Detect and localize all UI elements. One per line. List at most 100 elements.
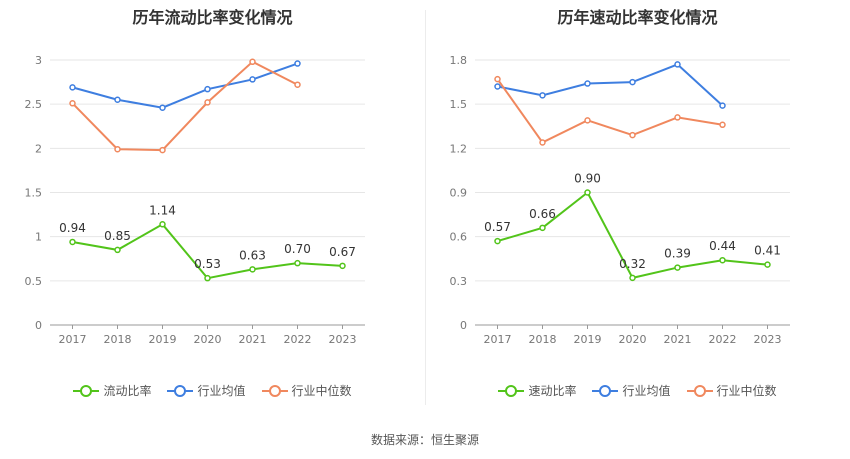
data-label: 0.41 [754,244,781,258]
data-point [249,58,256,66]
y-tick-label: 2 [35,142,42,155]
data-point [159,104,166,111]
x-tick-label: 2021 [239,333,267,346]
data-point [719,102,726,109]
data-label: 0.39 [664,247,691,261]
y-tick-label: 0.5 [25,275,43,288]
data-point [539,224,546,232]
y-tick-label: 1.2 [450,142,468,155]
data-point [674,61,681,68]
x-tick-label: 2021 [664,333,692,346]
x-tick-label: 2018 [104,333,132,346]
data-label: 0.32 [619,257,646,271]
data-label: 0.44 [709,239,736,253]
series-line-1 [72,62,298,109]
data-point [629,131,636,139]
x-tick-label: 2018 [529,333,557,346]
y-tick-label: 1 [35,231,42,244]
y-tick-label: 1.5 [25,187,43,200]
legend-item-series-2[interactable]: 行业中位数 [686,382,777,399]
y-tick-label: 1.8 [450,54,468,67]
data-point [294,259,301,267]
data-point [629,274,636,282]
data-point [159,146,166,154]
x-tick-label: 2019 [149,333,177,346]
chart-title: 历年速动比率变化情况 [557,8,718,27]
y-tick-label: 0 [460,319,467,332]
legend-swatch-icon [592,384,619,398]
data-point [629,78,636,86]
y-tick-label: 0 [35,319,42,332]
current-ratio-chart: 历年流动比率变化情况 0 0.5 1 1.5 2 2.5 3 2017 2018 2019 2020… [0,0,425,410]
data-label: 0.94 [59,221,86,235]
data-label: 0.63 [239,248,266,262]
data-point [159,221,166,228]
legend-item-series-2[interactable]: 行业中位数 [261,382,352,399]
legend-label: 流动比率 [103,384,152,398]
data-point [114,96,121,103]
data-label: 0.66 [529,207,556,221]
quick-ratio-plot: 0 0.3 0.6 0.9 1.2 1.5 1.8 2017 2018 2019 2020 2021 2… [450,54,790,346]
data-point [69,238,76,246]
data-point [674,114,681,121]
legend-swatch-icon [498,384,525,398]
data-source: 数据来源：恒生聚源 [370,433,479,447]
data-point [69,84,76,91]
legend-item-series-0[interactable]: 速动比率 [498,382,576,399]
series-line-2 [71,60,298,152]
legend-label: 速动比率 [528,384,577,398]
data-point [584,80,591,87]
data-label: 0.70 [284,242,311,256]
legend-label: 行业中位数 [291,384,352,398]
y-tick-label: 0.3 [450,275,468,288]
data-point [494,237,501,245]
x-tick-label: 2023 [754,333,782,346]
legend-swatch-icon [167,384,194,398]
data-point [719,256,726,264]
data-point [539,139,546,146]
data-point [114,145,121,153]
y-tick-label: 1.5 [450,98,468,111]
data-point [719,121,726,129]
series-line-2 [496,78,723,144]
data-point [204,85,211,93]
x-tick-label: 2020 [619,333,647,346]
legend-swatch-icon [261,384,288,398]
legend: 流动比率 行业均值 行业中位数 [0,382,425,399]
data-point [494,83,501,90]
series-line-1 [497,63,724,107]
legend-swatch-icon [73,384,100,398]
x-tick-label: 2022 [709,333,737,346]
x-tick-label: 2017 [59,333,87,346]
y-tick-label: 0.6 [450,231,468,244]
data-label: 0.90 [574,172,601,186]
data-point [249,76,256,83]
chart-title: 历年流动比率变化情况 [132,8,293,27]
data-label: 0.57 [484,220,511,234]
data-point [294,81,301,88]
x-tick-label: 2019 [574,333,602,346]
legend-swatch-icon [686,384,713,398]
data-point [249,266,256,273]
data-label: 0.67 [329,245,356,259]
legend-label: 行业中位数 [716,384,777,398]
data-label: 0.85 [104,229,131,243]
quick-ratio-chart: 历年速动比率变化情况 0 0.3 0.6 0.9 1.2 1.5 1.8 2017 2018 20… [425,0,850,410]
x-tick-label: 2023 [329,333,357,346]
legend-item-series-1[interactable]: 行业均值 [167,382,246,399]
legend-item-series-1[interactable]: 行业均值 [592,382,671,399]
current-ratio-plot: 0 0.5 1 1.5 2 2.5 3 2017 2018 2019 2020 2021 2022 202… [25,54,365,346]
data-label: 0.53 [194,257,221,271]
data-point [539,92,546,99]
data-point [339,262,346,270]
x-tick-label: 2022 [284,333,312,346]
data-point [494,75,501,83]
x-tick-label: 2017 [484,333,512,346]
data-point [204,99,211,106]
data-point [764,261,771,268]
legend-label: 行业均值 [622,384,671,398]
panel-divider [425,10,426,405]
y-tick-label: 3 [35,54,42,67]
data-point [294,60,301,67]
legend-item-series-0[interactable]: 流动比率 [73,382,151,399]
